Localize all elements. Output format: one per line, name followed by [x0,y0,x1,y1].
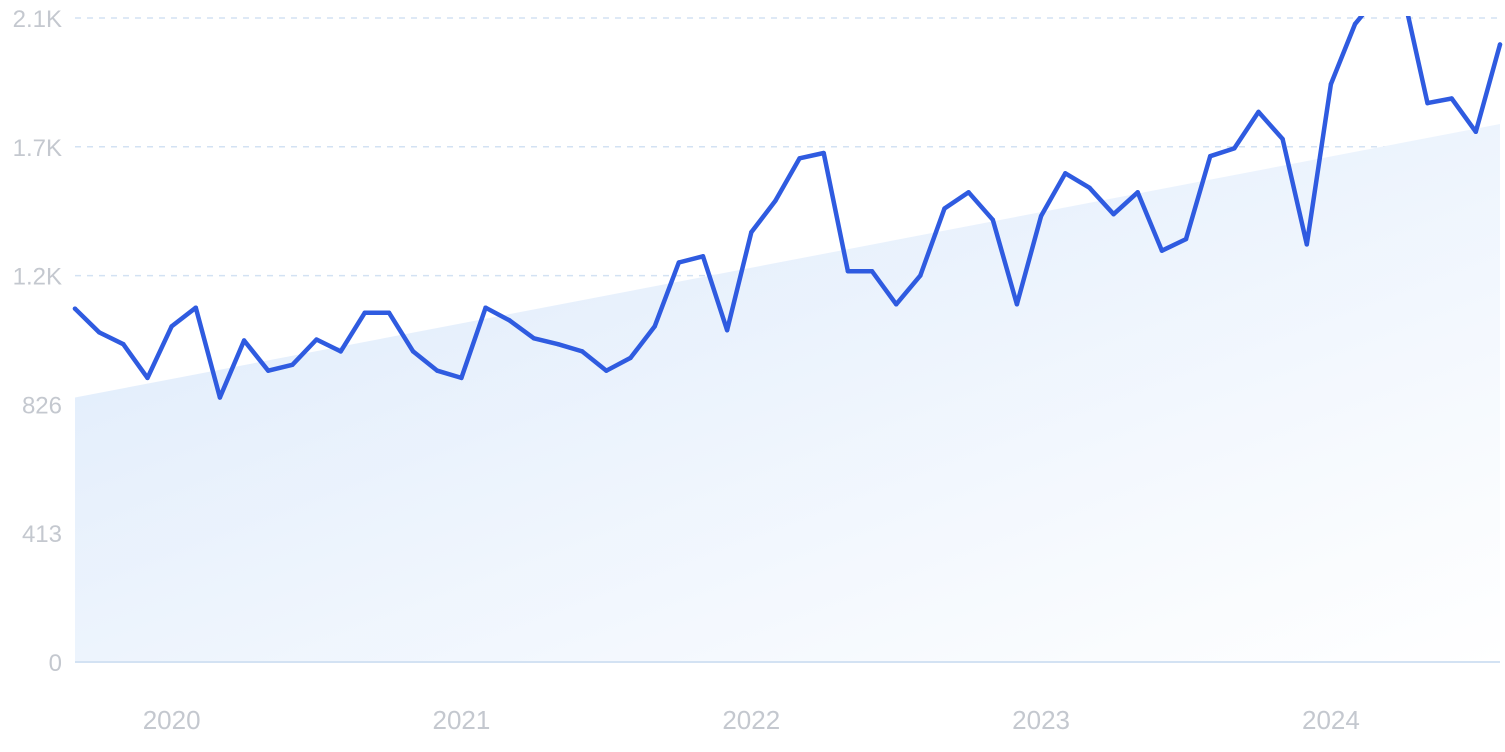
data-point [749,230,754,235]
data-point [338,349,343,354]
data-point [459,375,464,381]
data-point [1063,171,1068,176]
data-point [1449,96,1454,101]
data-point [483,305,488,310]
data-point [410,349,416,354]
data-point [169,324,174,329]
x-tick-label: 2024 [1302,705,1360,735]
data-point [145,375,150,381]
data-point [1497,42,1503,47]
data-point [1256,109,1261,115]
data-point [193,305,198,310]
series-line [72,16,1503,400]
data-point [918,273,923,278]
data-point [1135,190,1140,195]
data-point [580,349,585,354]
y-tick-label: 413 [22,521,62,548]
data-point [507,318,512,323]
data-point [1473,129,1479,135]
data-point [869,269,875,274]
data-point [676,260,682,265]
x-tick-label: 2020 [143,705,201,735]
y-tick-label: 1.7K [13,135,62,162]
x-tick-label: 2021 [433,705,491,735]
y-axis-ticks: 0 413 826 1.2K 1.7K 2.1K [13,6,62,677]
data-point [217,395,223,400]
data-point [96,330,102,335]
data-point [893,302,899,307]
data-point [1280,136,1285,142]
data-point [1207,153,1213,159]
trend-area [75,124,1500,663]
data-point [555,342,561,347]
data-point [628,355,633,361]
data-point [700,254,706,259]
data-point [942,206,947,211]
data-point [1159,248,1165,253]
data-point [724,327,730,333]
data-point [821,150,826,156]
data-point [845,269,851,274]
y-tick-label: 826 [22,392,62,419]
data-point [435,368,440,373]
data-point [121,342,126,347]
data-point [604,368,609,373]
data-point [773,198,778,203]
data-point [1183,236,1189,242]
x-tick-label: 2022 [722,705,780,735]
y-tick-label: 1.2K [13,264,62,291]
data-point [1014,302,1020,307]
y-tick-label: 2.1K [13,6,62,33]
data-point [652,324,657,329]
data-point [1087,185,1092,190]
data-point [266,368,271,373]
data-point [1111,211,1116,217]
data-point [1232,146,1237,151]
data-point [241,338,247,343]
y-tick-label: 0 [49,650,62,677]
x-axis-ticks: 2020 2021 2022 2023 2024 [143,705,1360,735]
x-tick-label: 2023 [1012,705,1070,735]
data-point [966,190,971,195]
data-point [72,306,78,311]
data-point [1038,213,1044,219]
data-point [362,310,368,315]
data-point [314,337,319,342]
data-point [531,336,537,341]
series [72,16,1503,400]
data-point [990,217,995,222]
data-point [290,362,295,367]
data-point [1328,81,1334,87]
data-point [386,310,392,315]
data-point [1352,21,1358,27]
data-point [797,156,802,161]
data-point [1304,242,1309,247]
data-point [1425,100,1430,106]
